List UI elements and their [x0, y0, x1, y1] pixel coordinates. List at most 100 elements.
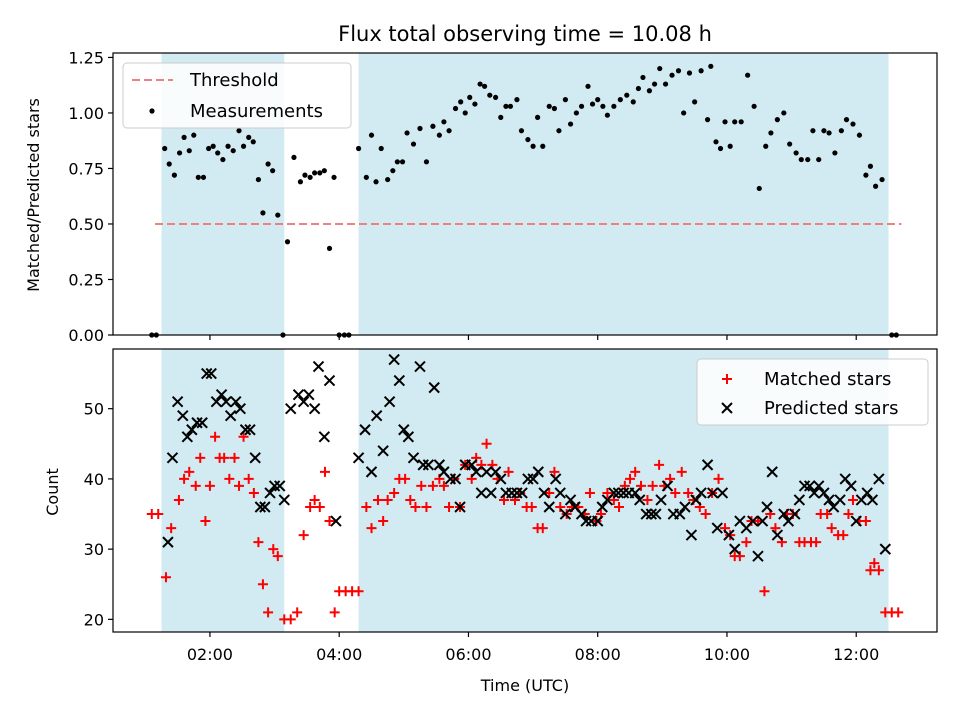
measurements-point-59: [462, 110, 468, 116]
measurements-point-74: [540, 143, 546, 149]
matched-stars-point-1: [153, 509, 164, 520]
legend-predicted-swatch: [721, 402, 733, 414]
matched-stars-point-42: [378, 516, 389, 527]
predicted-stars-point-31: [318, 431, 331, 443]
legend-predicted-label: Predicted stars: [764, 398, 898, 419]
predicted-stars-point-98: [695, 487, 707, 499]
measurements-point-99: [681, 110, 687, 116]
matched-stars-point-82: [602, 487, 613, 498]
predicted-stars-point-108: [752, 550, 764, 562]
predicted-stars-point-11: [215, 388, 228, 401]
x-tick-label-1: 04:00: [316, 645, 362, 664]
predicted-stars-point-83: [612, 487, 625, 499]
legend-threshold-label: Threshold: [189, 70, 279, 91]
measurements-point-91: [635, 85, 642, 92]
matched-stars-point-30: [309, 494, 320, 505]
matched-stars-point-69: [526, 502, 537, 513]
matched-stars-point-105: [734, 551, 745, 562]
predicted-stars-point-23: [274, 480, 286, 492]
measurements-point-102: [698, 68, 704, 74]
predicted-stars-point-40: [388, 353, 400, 366]
predicted-stars-point-80: [596, 501, 608, 513]
matched-stars-point-125: [847, 494, 858, 505]
predicted-stars-point-72: [554, 487, 566, 499]
predicted-stars-point-39: [383, 395, 396, 408]
matched-stars-point-84: [614, 502, 625, 513]
measurements-point-36: [331, 174, 337, 180]
predicted-stars-point-1: [166, 452, 179, 464]
predicted-stars-point-3: [177, 410, 189, 422]
measurements-point-97: [669, 72, 675, 78]
matched-stars-point-40: [366, 523, 377, 534]
predicted-stars-point-99: [701, 459, 714, 471]
predicted-stars-point-109: [756, 515, 769, 527]
predicted-stars-point-65: [516, 487, 528, 499]
matched-stars-point-14: [224, 473, 235, 484]
measurements-point-113: [756, 185, 762, 192]
measurements-point-118: [787, 141, 793, 147]
measurements-point-27: [284, 239, 291, 245]
predicted-stars-point-5: [186, 424, 198, 436]
predicted-stars-point-127: [850, 515, 862, 527]
matched-stars-point-118: [811, 537, 822, 548]
predicted-stars-point-104: [729, 543, 741, 555]
measurements-point-131: [863, 172, 869, 178]
matched-stars-point-124: [843, 509, 854, 520]
predicted-stars-point-55: [465, 459, 478, 471]
predicted-stars-point-57: [475, 487, 488, 499]
predicted-stars-point-19: [254, 501, 267, 513]
predicted-stars-point-91: [655, 494, 667, 506]
matched-stars-point-31: [314, 502, 325, 513]
measurements-point-43: [373, 179, 379, 185]
predicted-stars-point-122: [823, 494, 835, 506]
predicted-stars-point-38: [377, 445, 389, 457]
predicted-stars-point-112: [771, 529, 784, 541]
predicted-stars-point-27: [297, 395, 310, 408]
matched-stars-point-32: [319, 466, 330, 477]
measurements-point-98: [675, 68, 682, 74]
matched-stars-point-8: [195, 452, 206, 463]
predicted-stars-point-25: [285, 402, 297, 415]
bottom-legend: Matched stars Predicted stars: [696, 358, 929, 426]
predicted-stars-point-63: [506, 487, 518, 499]
predicted-stars-point-95: [679, 501, 691, 513]
measurements-point-129: [850, 121, 856, 127]
x-axis-label: Time (UTC): [480, 676, 569, 695]
matched-stars-point-72: [544, 487, 555, 498]
matched-stars-point-127: [860, 516, 871, 527]
matched-stars-point-20: [253, 537, 264, 548]
predicted-stars-point-97: [690, 494, 702, 506]
measurements-point-107: [722, 119, 728, 125]
measurements-point-34: [321, 168, 327, 174]
matched-stars-point-29: [305, 502, 316, 513]
measurements-point-49: [404, 130, 410, 136]
predicted-stars-point-29: [308, 402, 321, 415]
bottom-y-tick-label-3: 50: [84, 400, 104, 419]
predicted-stars-point-84: [617, 487, 630, 499]
predicted-stars-point-58: [480, 466, 493, 478]
measurements-point-96: [662, 81, 669, 87]
measurements-point-30: [302, 172, 308, 178]
matched-stars-point-11: [210, 431, 221, 442]
measurements-point-18: [240, 143, 247, 149]
matched-stars-point-99: [700, 509, 711, 520]
matched-stars-point-13: [219, 452, 230, 463]
predicted-stars-point-92: [661, 480, 674, 492]
predicted-stars-point-71: [549, 473, 562, 485]
predicted-stars-point-28: [303, 388, 315, 401]
predicted-stars-point-2: [171, 395, 184, 408]
predicted-stars-point-111: [766, 466, 778, 478]
matched-stars-point-49: [416, 480, 427, 491]
measurements-point-4: [171, 172, 177, 178]
measurements-point-71: [525, 136, 531, 143]
measurements-point-122: [810, 128, 816, 134]
matched-stars-point-60: [476, 459, 487, 470]
matched-stars-point-88: [636, 480, 647, 491]
measurements-point-128: [843, 117, 850, 123]
predicted-stars-point-17: [244, 424, 256, 436]
measurements-point-28: [291, 154, 297, 160]
measurements-point-68: [507, 103, 514, 109]
measurements-point-90: [630, 99, 636, 105]
predicted-stars-point-41: [393, 374, 406, 387]
x-tick-label-0: 02:00: [187, 645, 233, 664]
